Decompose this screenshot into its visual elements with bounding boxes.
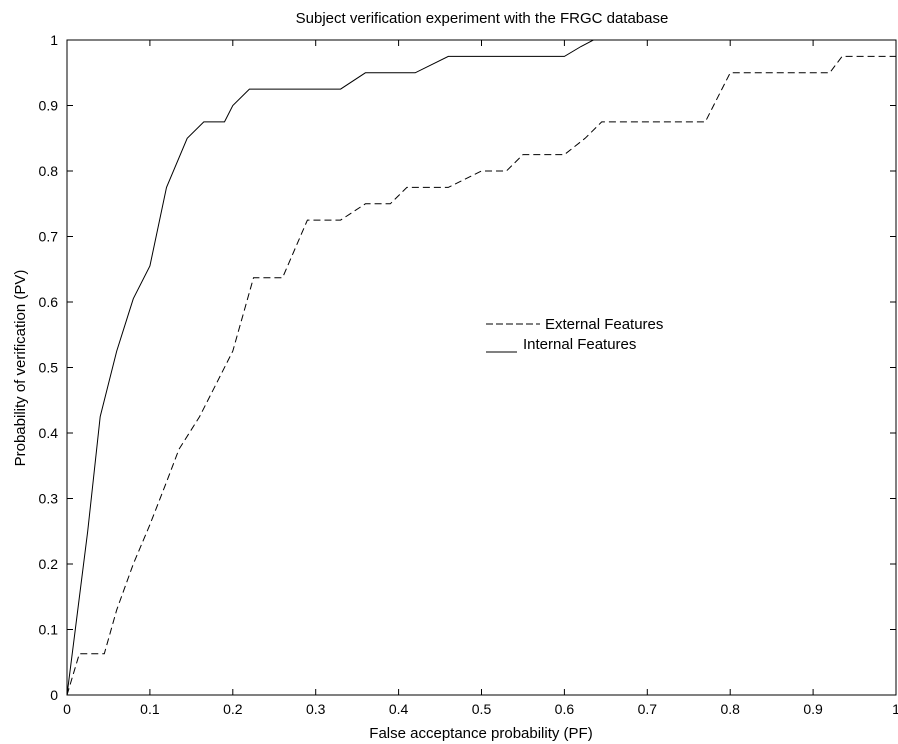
x-tick-label: 0.4 bbox=[389, 701, 409, 717]
x-tick-label: 0 bbox=[63, 701, 71, 717]
y-tick-label: 0.4 bbox=[39, 425, 59, 441]
y-tick-label: 0.7 bbox=[39, 229, 59, 245]
x-tick-label: 0.5 bbox=[472, 701, 492, 717]
axis-ticks: 0 0.1 0.2 0.3 0.4 0.5 0.6 0.7 0.8 0.9 1 0 0.1 0.2 0.3 0… bbox=[39, 32, 898, 717]
x-tick-label: 1 bbox=[892, 701, 898, 717]
x-tick-label: 0.6 bbox=[555, 701, 575, 717]
series-line-internal-features bbox=[66, 39, 896, 696]
y-tick-label: 0.2 bbox=[39, 556, 59, 572]
y-tick-label: 0.8 bbox=[39, 163, 59, 179]
x-tick-label: 0.2 bbox=[223, 701, 243, 717]
y-tick-label: 0.9 bbox=[39, 98, 59, 114]
series-line-external-features bbox=[66, 55, 896, 696]
plot-frame bbox=[66, 39, 897, 696]
y-tick-label: 0.5 bbox=[39, 360, 59, 376]
x-tick-label: 0.7 bbox=[638, 701, 658, 717]
legend-label-internal: Internal Features bbox=[523, 336, 636, 353]
y-tick-label: 0.1 bbox=[39, 622, 59, 638]
legend: External Features Internal Features bbox=[486, 316, 663, 353]
y-tick-label: 0.3 bbox=[39, 491, 59, 507]
y-tick-label: 0.6 bbox=[39, 294, 59, 310]
y-axis-label: Probability of verification (PV) bbox=[12, 270, 29, 467]
x-axis-label: False acceptance probability (PF) bbox=[369, 725, 592, 742]
chart-title: Subject verification experiment with the… bbox=[296, 10, 669, 27]
x-tick-label: 0.1 bbox=[140, 701, 160, 717]
legend-label-external: External Features bbox=[545, 316, 663, 333]
y-tick-label: 0 bbox=[50, 687, 58, 703]
series-group bbox=[66, 39, 896, 696]
x-tick-label: 0.8 bbox=[720, 701, 740, 717]
x-tick-label: 0.3 bbox=[306, 701, 326, 717]
y-tick-label: 1 bbox=[50, 32, 58, 48]
x-tick-label: 0.9 bbox=[803, 701, 823, 717]
